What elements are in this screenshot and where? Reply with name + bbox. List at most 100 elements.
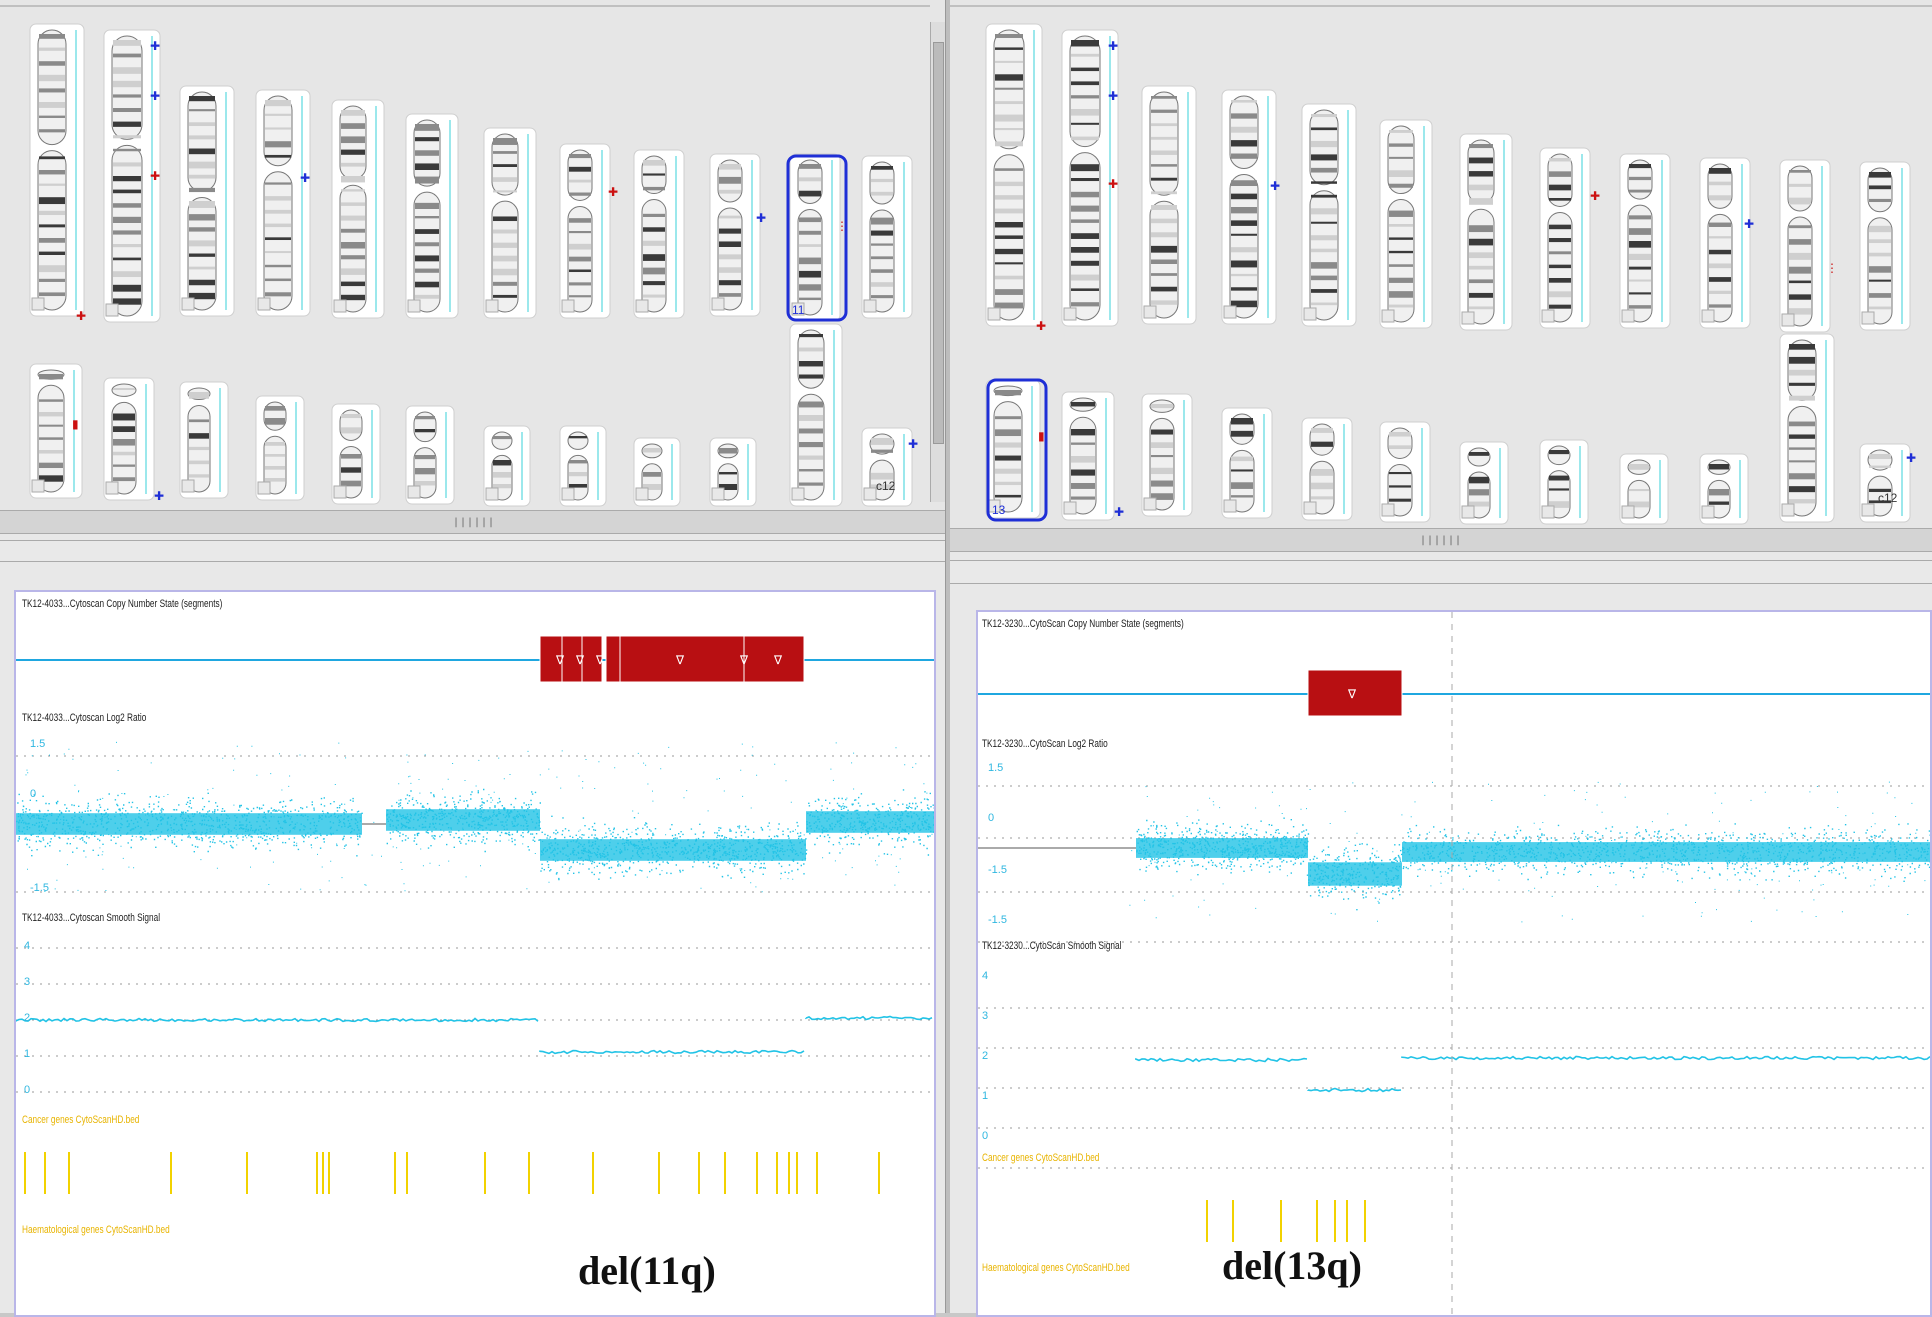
smooth-tick: 2 bbox=[982, 1050, 989, 1062]
smooth-tick: 4 bbox=[982, 970, 989, 982]
band bbox=[265, 278, 291, 282]
split-handle[interactable]: |||||| bbox=[950, 528, 1932, 552]
aberration-marker-icon: ✚ bbox=[1036, 319, 1046, 333]
cancer-gene-tick bbox=[1334, 1200, 1336, 1242]
band bbox=[1789, 486, 1815, 493]
smooth-tick: 0 bbox=[982, 1130, 989, 1142]
chromosome bbox=[1061, 391, 1115, 521]
browser-toolbar bbox=[950, 560, 1932, 584]
band bbox=[341, 414, 361, 419]
p-arm bbox=[263, 95, 293, 167]
band bbox=[415, 137, 439, 142]
band bbox=[1389, 143, 1413, 147]
band bbox=[1231, 260, 1257, 268]
band bbox=[1709, 464, 1729, 470]
scroll-thumb[interactable] bbox=[933, 42, 944, 444]
band bbox=[493, 138, 517, 145]
cancer-gene-tick bbox=[1232, 1200, 1234, 1242]
band bbox=[799, 270, 821, 278]
band bbox=[493, 268, 517, 276]
band bbox=[265, 478, 285, 482]
track-label-smooth: TK12-3230...CytoScan Smooth Signal bbox=[982, 940, 1122, 952]
smooth-signal-line bbox=[1135, 1057, 1308, 1063]
chromosome-number-box bbox=[561, 299, 575, 313]
chromosome bbox=[331, 99, 385, 319]
cancer-gene-tick bbox=[788, 1152, 790, 1194]
band bbox=[113, 439, 135, 446]
band bbox=[341, 123, 365, 129]
chromosome bbox=[1459, 441, 1509, 525]
band bbox=[995, 141, 1023, 147]
band bbox=[1389, 432, 1411, 437]
band bbox=[1231, 495, 1253, 498]
band bbox=[643, 267, 665, 275]
band bbox=[719, 280, 741, 286]
selected-chromosome-frame bbox=[986, 378, 1048, 522]
chromosome-number-box bbox=[1461, 311, 1475, 325]
aberration-marker-icon: ✚ bbox=[608, 185, 618, 199]
band bbox=[1071, 178, 1099, 182]
aberration-marker-icon: ⋮ bbox=[836, 219, 848, 233]
band bbox=[1469, 292, 1493, 298]
band bbox=[1311, 441, 1333, 447]
band bbox=[1311, 248, 1337, 253]
split-handle[interactable]: |||||| bbox=[0, 510, 948, 534]
aberration-marker-icon: ✚ bbox=[150, 89, 160, 103]
band bbox=[1549, 475, 1569, 481]
cancer-gene-tick bbox=[878, 1152, 880, 1194]
aberration-marker-icon: ✚ bbox=[1590, 189, 1600, 203]
band bbox=[39, 47, 65, 51]
smooth-tick: 2 bbox=[24, 1012, 31, 1024]
right-pane: 13 ✚ ✚ ✚ ✚ ✚ ✚ ✚ ⋮ ▮ ✚ ✚ c12 |||||| ∇ TK12-3230...Cy… bbox=[950, 0, 1932, 1317]
smooth-signal-line bbox=[539, 1049, 805, 1055]
aberration-marker-icon: ✚ bbox=[1108, 89, 1118, 103]
band bbox=[871, 282, 893, 287]
band bbox=[1231, 430, 1253, 437]
cancer-gene-tick bbox=[796, 1152, 798, 1194]
band bbox=[1071, 53, 1099, 57]
chromosome-number-box bbox=[711, 487, 725, 501]
band bbox=[113, 216, 141, 223]
band bbox=[1709, 290, 1731, 294]
smooth-tick: 3 bbox=[24, 976, 31, 988]
band bbox=[569, 256, 591, 262]
band bbox=[1869, 239, 1891, 244]
band bbox=[1231, 247, 1257, 253]
p-arm bbox=[491, 431, 513, 450]
band bbox=[799, 347, 823, 352]
band bbox=[1549, 184, 1571, 191]
aberration-marker-icon: ✚ bbox=[756, 211, 766, 225]
band bbox=[265, 264, 291, 268]
chromosome-number-box bbox=[31, 297, 45, 311]
band bbox=[1709, 277, 1731, 282]
band bbox=[265, 292, 291, 297]
track-canvas[interactable]: ∇ ∇ ∇ ∇ ∇ ∇ bbox=[16, 592, 934, 1315]
p-arm bbox=[37, 29, 67, 146]
band bbox=[1071, 247, 1099, 253]
segment-flag-icon: ∇ bbox=[773, 653, 783, 667]
band bbox=[1311, 181, 1337, 184]
copy-loss-segment bbox=[1307, 669, 1403, 717]
band bbox=[1469, 198, 1493, 205]
band bbox=[1549, 304, 1571, 309]
track-canvas[interactable]: ∇ bbox=[978, 612, 1930, 1315]
band bbox=[871, 484, 893, 491]
band bbox=[341, 480, 361, 487]
band bbox=[39, 183, 65, 186]
copy-loss-segment bbox=[743, 635, 805, 683]
band bbox=[1231, 418, 1253, 425]
band bbox=[39, 265, 65, 273]
chromosome-number-box bbox=[1063, 501, 1077, 515]
band bbox=[189, 148, 215, 155]
band bbox=[189, 135, 215, 140]
band bbox=[1389, 445, 1411, 450]
band bbox=[1311, 127, 1337, 131]
aberration-marker-icon: ✚ bbox=[1270, 179, 1280, 193]
chromosome-number-box bbox=[1381, 503, 1395, 517]
band bbox=[995, 87, 1023, 90]
band bbox=[113, 40, 141, 46]
band bbox=[799, 217, 821, 223]
band bbox=[871, 295, 893, 299]
karyogram-scrollbar[interactable] bbox=[930, 22, 945, 502]
band bbox=[39, 102, 65, 108]
